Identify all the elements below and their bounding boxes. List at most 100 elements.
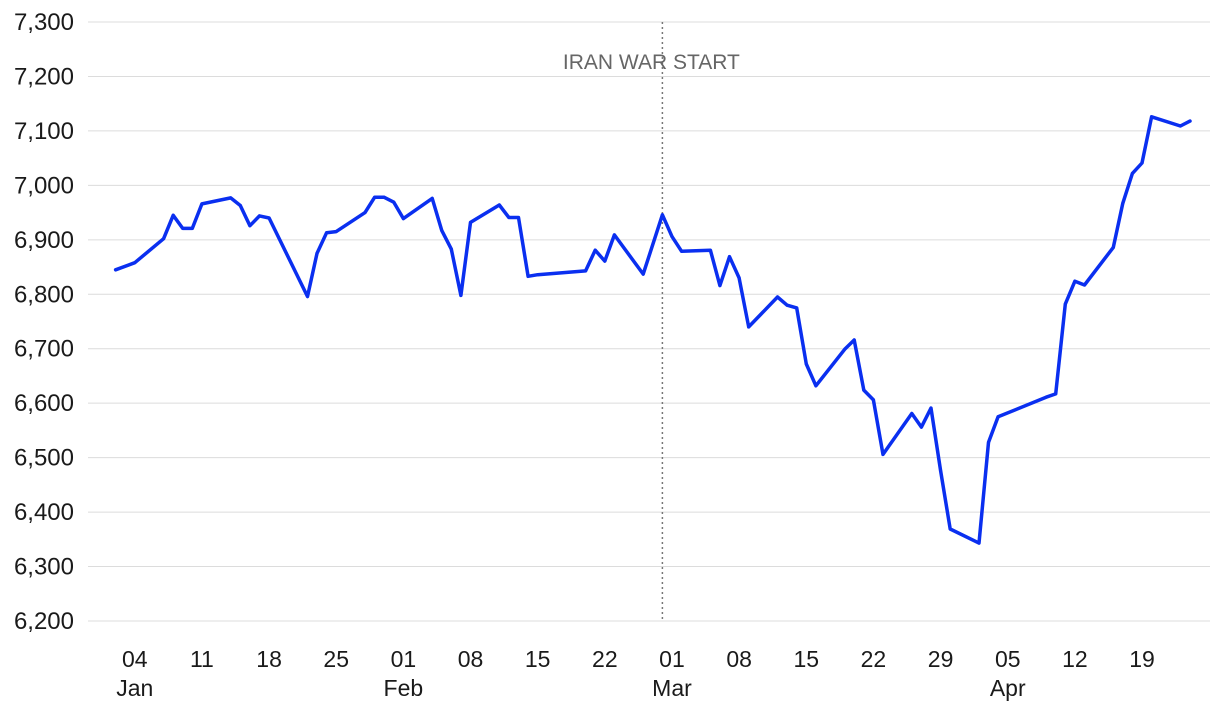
data-point bbox=[238, 204, 242, 207]
y-tick-label: 6,300 bbox=[14, 554, 74, 581]
x-tick-day-label: 29 bbox=[928, 646, 954, 672]
data-point bbox=[517, 216, 520, 219]
data-point bbox=[200, 202, 204, 206]
data-point bbox=[814, 384, 818, 388]
data-point bbox=[171, 213, 175, 217]
data-point bbox=[660, 213, 664, 217]
data-point bbox=[910, 412, 914, 415]
data-point bbox=[1178, 124, 1182, 128]
data-point bbox=[1063, 302, 1067, 306]
y-axis: 6,200 6,300 6,400 6,500 6,600 6,700 6,800 6,900… bbox=[14, 9, 74, 635]
x-tick-day-label: 22 bbox=[592, 646, 618, 672]
data-point bbox=[996, 415, 1000, 419]
x-tick-day-label: 12 bbox=[1062, 646, 1088, 672]
data-point bbox=[871, 398, 875, 402]
data-point bbox=[1140, 161, 1144, 165]
data-point bbox=[430, 196, 434, 200]
data-point bbox=[440, 229, 444, 233]
data-point bbox=[526, 274, 530, 278]
data-point bbox=[977, 541, 981, 545]
data-point bbox=[382, 195, 386, 199]
data-point bbox=[929, 406, 933, 410]
data-point bbox=[536, 273, 540, 277]
data-point bbox=[181, 226, 185, 230]
series bbox=[113, 115, 1192, 545]
series-line bbox=[113, 115, 1192, 545]
data-point bbox=[603, 259, 607, 263]
data-point bbox=[497, 203, 501, 207]
data-point bbox=[1054, 392, 1058, 396]
y-tick-label: 6,700 bbox=[14, 336, 74, 363]
data-point bbox=[843, 347, 847, 351]
x-tick-day-label: 05 bbox=[995, 646, 1021, 672]
y-tick-label: 6,600 bbox=[14, 390, 74, 417]
x-tick-month-label: Feb bbox=[384, 675, 424, 701]
x-tick-month-label: Apr bbox=[990, 675, 1026, 701]
x-tick-month-label: Mar bbox=[652, 675, 692, 701]
data-point bbox=[785, 303, 789, 307]
data-point bbox=[363, 211, 367, 215]
y-tick-label: 7,300 bbox=[14, 9, 74, 36]
data-point bbox=[776, 295, 779, 299]
data-point bbox=[593, 248, 597, 252]
x-tick-day-label: 19 bbox=[1129, 646, 1155, 672]
x-tick-day-label: 25 bbox=[323, 646, 349, 672]
x-axis: 04 Jan 11 18 25 01 Feb 08 15 22 01 Mar 08 15 22 29 05 Apr… bbox=[116, 646, 1155, 701]
y-tick-label: 6,900 bbox=[14, 227, 74, 254]
data-point bbox=[919, 425, 923, 429]
x-tick-day-label: 08 bbox=[458, 646, 484, 672]
data-point bbox=[258, 214, 261, 218]
data-point bbox=[459, 293, 463, 297]
data-point bbox=[708, 248, 712, 252]
data-point bbox=[939, 469, 943, 473]
y-tick-label: 6,800 bbox=[14, 281, 74, 308]
data-point bbox=[449, 247, 453, 251]
x-tick-day-label: 22 bbox=[861, 646, 887, 672]
data-point bbox=[133, 261, 137, 265]
x-tick-day-label: 08 bbox=[726, 646, 752, 672]
data-point bbox=[852, 338, 856, 342]
data-point bbox=[162, 237, 166, 241]
data-point bbox=[315, 251, 319, 255]
data-point bbox=[948, 527, 952, 531]
y-tick-label: 6,400 bbox=[14, 499, 74, 526]
data-point bbox=[737, 276, 741, 280]
data-point bbox=[392, 200, 396, 204]
data-point bbox=[718, 284, 722, 288]
x-tick-day-label: 11 bbox=[190, 646, 214, 672]
data-point bbox=[1150, 115, 1154, 119]
data-point bbox=[507, 216, 511, 219]
data-point bbox=[325, 231, 329, 235]
data-point bbox=[804, 362, 808, 366]
data-point bbox=[584, 269, 588, 273]
war-start-annotation-label: IRAN WAR START bbox=[563, 51, 740, 74]
x-tick-month-label: Jan bbox=[116, 675, 153, 701]
x-tick-day-label: 04 bbox=[122, 646, 148, 672]
x-tick-day-label: 15 bbox=[793, 646, 819, 672]
data-point bbox=[248, 224, 252, 228]
data-point bbox=[862, 388, 866, 392]
data-point bbox=[229, 196, 233, 200]
data-point bbox=[401, 217, 405, 221]
data-point bbox=[1188, 119, 1192, 123]
x-tick-day-label: 01 bbox=[659, 646, 685, 672]
y-tick-label: 7,100 bbox=[14, 118, 74, 145]
data-point bbox=[1130, 171, 1134, 175]
data-point bbox=[680, 249, 684, 253]
data-point bbox=[1111, 245, 1115, 249]
data-point bbox=[334, 230, 338, 234]
data-point bbox=[1073, 279, 1077, 283]
data-point bbox=[728, 255, 731, 259]
data-point bbox=[1083, 283, 1086, 287]
y-tick-label: 6,200 bbox=[14, 608, 74, 635]
data-point bbox=[114, 268, 118, 272]
x-tick-day-label: 15 bbox=[525, 646, 551, 672]
data-point bbox=[306, 295, 309, 298]
y-tick-label: 7,200 bbox=[14, 63, 74, 90]
gridlines bbox=[88, 21, 1210, 622]
data-point bbox=[469, 220, 472, 224]
data-point bbox=[670, 235, 674, 239]
data-point bbox=[373, 195, 377, 199]
annotation: IRAN WAR START bbox=[563, 22, 740, 621]
